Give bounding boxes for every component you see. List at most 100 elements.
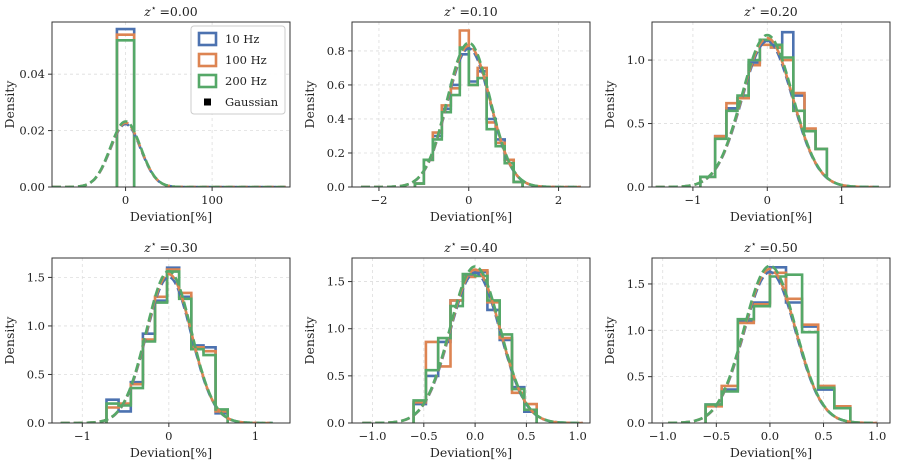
gaussian-fit-100hz bbox=[668, 267, 878, 423]
histogram-100hz bbox=[699, 43, 829, 187]
panel-4: −1 0 1 0.0 0.5 1.0 1.5 z⋆ =0.30 Deviation[%] Densi… bbox=[2, 240, 291, 460]
x-tick-label: 0 bbox=[122, 193, 129, 207]
y-tick-label: 0.0 bbox=[327, 416, 345, 430]
gaussian-fit-200hz bbox=[362, 265, 583, 423]
panel-6: −1.0 −0.5 0.0 0.5 1.0 0.0 0.5 1.0 1.5 z⋆ =0.50 Devi… bbox=[602, 240, 891, 460]
x-tick-label: 0 bbox=[165, 429, 172, 443]
x-axis-label: Deviation[%] bbox=[130, 209, 212, 224]
y-tick-label: 0.2 bbox=[327, 146, 345, 160]
y-tick-label: 1.5 bbox=[27, 270, 45, 284]
panel-title: z⋆ =0.00 bbox=[143, 4, 198, 19]
x-tick-label: −1.0 bbox=[649, 429, 677, 443]
panel-2: −2 0 2 0.0 0.2 0.4 0.6 0.8 z⋆ =0.10 Deviation[%] De… bbox=[302, 4, 591, 224]
y-tick-label: 0.0 bbox=[327, 180, 345, 194]
legend-label: 10 Hz bbox=[225, 32, 259, 46]
axes-frame bbox=[351, 21, 591, 188]
panel-title: z⋆ =0.30 bbox=[143, 240, 198, 255]
gaussian-fit-200hz bbox=[668, 264, 878, 423]
x-tick-label: 0 bbox=[764, 193, 771, 207]
x-tick-label: 1.0 bbox=[569, 429, 587, 443]
y-axis-label: Density bbox=[302, 316, 317, 365]
panel-title: z⋆ =0.20 bbox=[743, 4, 798, 19]
plot-area bbox=[52, 27, 286, 187]
histogram-100hz bbox=[704, 271, 852, 423]
x-tick-label: 1.0 bbox=[868, 429, 886, 443]
legend-swatch bbox=[197, 73, 218, 89]
x-tick-label: 1 bbox=[252, 429, 259, 443]
plot-area bbox=[362, 265, 583, 423]
histogram-200hz bbox=[699, 38, 829, 187]
histogram-200hz bbox=[105, 270, 229, 423]
x-axis-label: Deviation[%] bbox=[130, 445, 212, 460]
x-tick-label: 0.5 bbox=[517, 429, 535, 443]
plot-area bbox=[60, 266, 273, 423]
histogram-200hz bbox=[115, 39, 136, 187]
x-tick-label: 100 bbox=[201, 193, 223, 207]
x-tick-label: −1 bbox=[74, 429, 91, 443]
panel-title: z⋆ =0.40 bbox=[443, 240, 498, 255]
y-tick-label: 0.0 bbox=[627, 180, 645, 194]
y-axis-label: Density bbox=[602, 80, 617, 129]
legend-marker-gaussian bbox=[204, 98, 211, 106]
panel-title: z⋆ =0.10 bbox=[443, 4, 498, 19]
gaussian-fit-200hz bbox=[52, 120, 286, 187]
panel-5: −1.0 −0.5 0.0 0.5 1.0 0.0 0.5 1.0 1.5 z⋆ =0.40 Devi… bbox=[302, 240, 591, 460]
legend: 10 Hz 100 Hz 200 Hz Gaussian bbox=[190, 25, 286, 115]
y-tick-label: 0.04 bbox=[19, 67, 45, 81]
x-tick-label: 2 bbox=[555, 193, 562, 207]
x-tick-label: 0.5 bbox=[814, 429, 832, 443]
gaussian-fit-100hz bbox=[362, 268, 583, 423]
gaussian-fit-10hz bbox=[361, 47, 581, 187]
y-tick-label: 0.00 bbox=[19, 180, 45, 194]
histogram-200hz bbox=[413, 46, 524, 187]
plot-area bbox=[655, 30, 879, 187]
gaussian-fit-100hz bbox=[52, 121, 286, 187]
y-tick-label: 0.5 bbox=[627, 370, 645, 384]
gaussian-fit-200hz bbox=[655, 33, 879, 187]
x-tick-label: 0.0 bbox=[761, 429, 779, 443]
y-tick-label: 1.0 bbox=[627, 53, 645, 67]
x-tick-label: −0.5 bbox=[702, 429, 730, 443]
histogram-10hz bbox=[704, 266, 852, 423]
legend-label: Gaussian bbox=[225, 95, 279, 109]
legend-swatch bbox=[197, 31, 218, 47]
y-axis-label: Density bbox=[302, 80, 317, 129]
axes-frame bbox=[651, 257, 891, 424]
histogram-100hz bbox=[115, 33, 136, 187]
gaussian-fit-10hz bbox=[668, 270, 878, 423]
y-tick-label: 0.5 bbox=[627, 117, 645, 131]
axes-frame bbox=[351, 257, 591, 424]
y-tick-label: 0.6 bbox=[327, 78, 345, 92]
x-tick-label: 0 bbox=[465, 193, 472, 207]
legend-label: 200 Hz bbox=[225, 74, 267, 88]
y-tick-label: 0.5 bbox=[327, 369, 345, 383]
x-axis-label: Deviation[%] bbox=[730, 209, 812, 224]
panel-1: 0 100 0.00 0.02 0.04 z⋆ =0.00 Deviation[%] Densi… bbox=[2, 4, 291, 224]
gaussian-fit-10hz bbox=[362, 271, 583, 423]
y-tick-label: 0.8 bbox=[327, 44, 345, 58]
x-axis-label: Deviation[%] bbox=[430, 209, 512, 224]
legend-box bbox=[190, 25, 286, 115]
legend-swatch bbox=[197, 52, 218, 68]
gaussian-fit-200hz bbox=[60, 269, 273, 423]
x-tick-label: 1 bbox=[838, 193, 845, 207]
y-tick-label: 0.5 bbox=[27, 367, 45, 381]
axes-frame bbox=[51, 21, 291, 188]
y-axis-label: Density bbox=[2, 80, 17, 129]
x-axis-label: Deviation[%] bbox=[430, 445, 512, 460]
y-axis-label: Density bbox=[2, 316, 17, 365]
grid bbox=[52, 258, 290, 424]
x-tick-label: −0.5 bbox=[410, 429, 438, 443]
x-tick-label: −1 bbox=[684, 193, 701, 207]
legend-label: 100 Hz bbox=[225, 53, 267, 67]
y-tick-label: 0.0 bbox=[627, 416, 645, 430]
y-tick-label: 1.0 bbox=[627, 323, 645, 337]
axes-frame bbox=[51, 257, 291, 424]
x-tick-label: 0.0 bbox=[466, 429, 484, 443]
y-tick-label: 1.5 bbox=[327, 275, 345, 289]
panel-3: −1 0 1 0.0 0.5 1.0 z⋆ =0.20 Deviation[%] Density bbox=[602, 4, 891, 224]
grid bbox=[352, 258, 590, 424]
y-tick-label: 0.0 bbox=[27, 416, 45, 430]
y-tick-label: 1.0 bbox=[27, 319, 45, 333]
x-axis-label: Deviation[%] bbox=[730, 445, 812, 460]
